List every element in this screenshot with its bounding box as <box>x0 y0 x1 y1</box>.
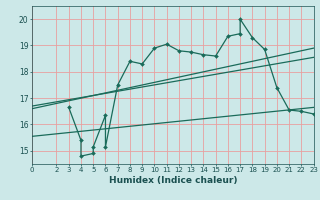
X-axis label: Humidex (Indice chaleur): Humidex (Indice chaleur) <box>108 176 237 185</box>
